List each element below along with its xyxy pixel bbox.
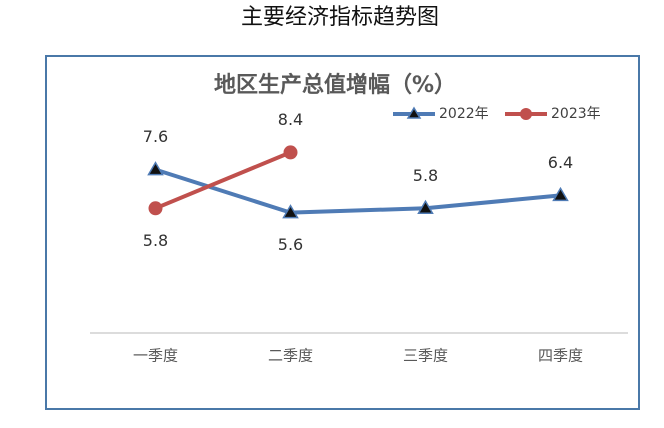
- x-tick-label: 二季度: [268, 347, 313, 365]
- point-marker: [282, 204, 299, 219]
- point-marker: [147, 161, 164, 176]
- data-label: 8.4: [278, 110, 303, 129]
- data-label: 5.8: [143, 231, 168, 250]
- legend-marker: [406, 106, 422, 119]
- legend-marker: [520, 108, 532, 120]
- series-line: [154, 167, 561, 215]
- page-title: 主要经济指标趋势图: [241, 5, 439, 30]
- point-marker: [552, 186, 569, 202]
- data-label: 5.6: [278, 235, 303, 254]
- x-tick-label: 四季度: [538, 347, 583, 365]
- point-marker: [283, 145, 298, 160]
- series-line: [154, 150, 292, 211]
- x-tick-label: 一季度: [133, 347, 178, 365]
- x-tick-label: 三季度: [403, 347, 448, 365]
- data-label: 6.4: [548, 153, 573, 172]
- point-marker: [417, 199, 434, 215]
- data-label: 7.6: [143, 127, 168, 146]
- point-marker: [148, 201, 163, 216]
- data-label: 5.8: [413, 166, 438, 185]
- legend-label: 2022年: [439, 106, 489, 122]
- chart-title: 地区生产总值增幅（%）: [214, 72, 456, 98]
- legend-label: 2023年: [551, 106, 601, 122]
